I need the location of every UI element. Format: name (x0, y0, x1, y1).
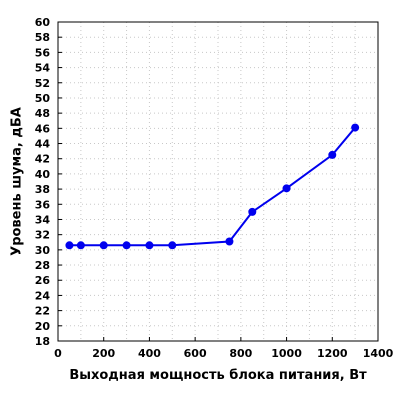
y-tick-label: 24 (35, 289, 51, 302)
y-tick-label: 38 (35, 183, 50, 196)
y-axis-ticks: 18 20 22 24 26 28 30 32 34 36 38 40 42 44 46 48 50 52 54 56… (35, 16, 62, 348)
y-tick-label: 26 (35, 274, 51, 287)
grid (58, 22, 378, 341)
y-tick-label: 42 (35, 153, 50, 166)
x-tick-label: 1200 (317, 347, 348, 360)
y-tick-label: 58 (35, 31, 50, 44)
plot-frame (57, 21, 379, 342)
y-tick-label: 40 (35, 168, 51, 181)
data-point (328, 150, 337, 159)
y-tick-label: 56 (35, 46, 51, 59)
y-tick-label: 48 (35, 107, 50, 120)
y-tick-label: 34 (35, 213, 51, 226)
y-tick-label: 60 (35, 16, 51, 29)
data-point (168, 241, 177, 250)
x-tick-label: 200 (92, 347, 115, 360)
x-axis-title: Выходная мощность блока питания, Вт (69, 368, 367, 383)
y-tick-label: 22 (35, 305, 50, 318)
data-point (76, 241, 85, 250)
x-axis-ticks: 0 200 400 600 800 1000 1200 1400 (54, 337, 394, 360)
data-point (122, 241, 131, 250)
x-tick-label: 0 (54, 347, 62, 360)
y-tick-label: 32 (35, 229, 50, 242)
series (65, 123, 360, 250)
y-tick-label: 50 (35, 92, 51, 105)
y-axis-title: Уровень шума, дБА (10, 107, 25, 256)
y-tick-label: 44 (35, 138, 51, 151)
data-point (225, 237, 234, 246)
series-line (69, 126, 356, 247)
y-tick-label: 46 (35, 122, 51, 135)
y-tick-label: 28 (35, 259, 50, 272)
data-point (145, 241, 154, 250)
x-tick-label: 1400 (363, 347, 394, 360)
x-tick-label: 600 (184, 347, 207, 360)
x-tick-label: 800 (229, 347, 252, 360)
y-tick-label: 30 (35, 244, 51, 257)
x-tick-label: 1000 (271, 347, 302, 360)
y-tick-label: 36 (35, 198, 51, 211)
y-tick-label: 52 (35, 77, 50, 90)
data-point (248, 207, 257, 216)
y-tick-label: 20 (35, 320, 51, 333)
data-point (99, 241, 108, 250)
data-point (351, 123, 360, 132)
x-tick-label: 400 (138, 347, 161, 360)
data-point (282, 184, 291, 193)
y-tick-label: 54 (35, 62, 51, 75)
y-tick-label: 18 (35, 335, 50, 348)
data-point (65, 241, 74, 250)
